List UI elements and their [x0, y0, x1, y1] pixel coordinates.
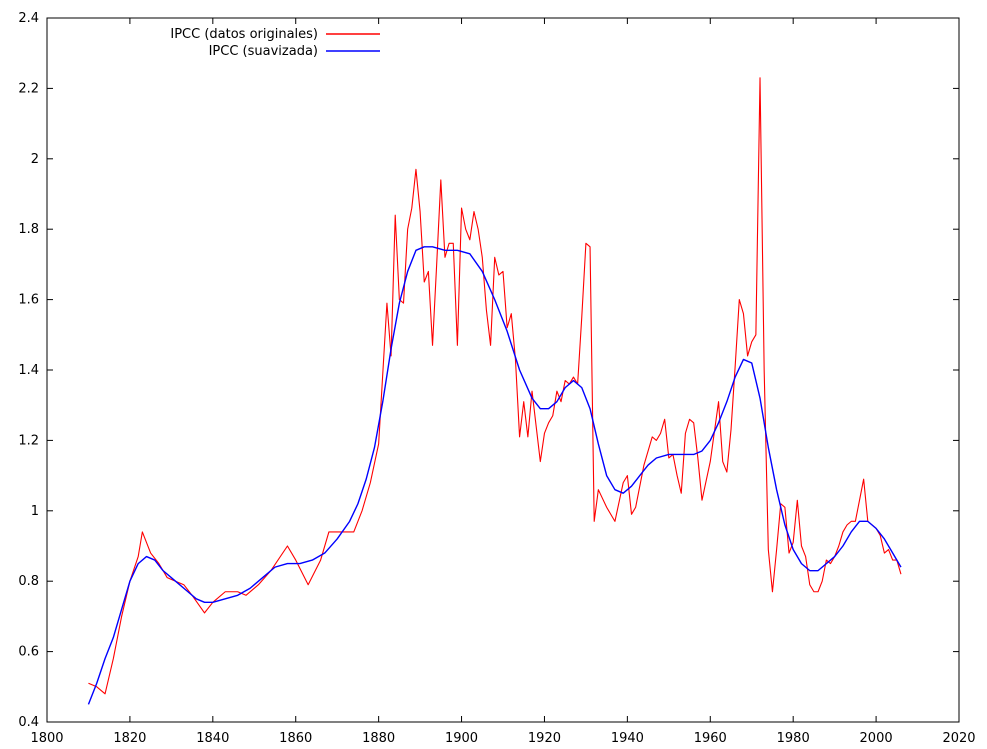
x-tick-label: 1960 [694, 731, 727, 746]
x-tick-label: 1940 [611, 731, 644, 746]
y-tick-label: 0.6 [18, 645, 39, 660]
series-original-line [88, 77, 902, 695]
x-tick-label: 1860 [279, 731, 312, 746]
plot-frame [46, 17, 960, 723]
x-tick-label: 1800 [30, 731, 63, 746]
y-tick-label: 0.8 [18, 574, 39, 589]
series-smoothed-line [87, 246, 902, 705]
y-tick-label: 0.4 [18, 715, 39, 730]
y-tick-label: 2.4 [18, 11, 39, 26]
axis-tick-labels: 1800 1820 1840 1860 1880 1900 1920 1940 1960 1980… [18, 11, 975, 746]
legend-label: IPCC (datos originales) [170, 27, 318, 42]
x-tick-label: 1840 [196, 731, 229, 746]
y-tick-label: 1.2 [18, 433, 39, 448]
y-tick-label: 1.6 [18, 293, 39, 308]
axis-ticks [46, 17, 960, 723]
legend: IPCC (datos originales) IPCC (suavizada) [170, 27, 380, 59]
x-tick-label: 2020 [942, 731, 975, 746]
x-tick-label: 2000 [860, 731, 893, 746]
y-tick-label: 2.2 [18, 81, 39, 96]
series-group [87, 77, 902, 705]
y-tick-label: 2 [31, 152, 39, 167]
legend-label: IPCC (suavizada) [209, 44, 318, 59]
x-tick-label: 1820 [113, 731, 146, 746]
x-tick-label: 1980 [777, 731, 810, 746]
x-tick-label: 1920 [528, 731, 561, 746]
y-tick-label: 1.8 [18, 222, 39, 237]
x-tick-label: 1900 [445, 731, 478, 746]
y-tick-label: 1 [31, 504, 39, 519]
x-tick-label: 1880 [362, 731, 395, 746]
y-tick-label: 1.4 [18, 363, 39, 378]
